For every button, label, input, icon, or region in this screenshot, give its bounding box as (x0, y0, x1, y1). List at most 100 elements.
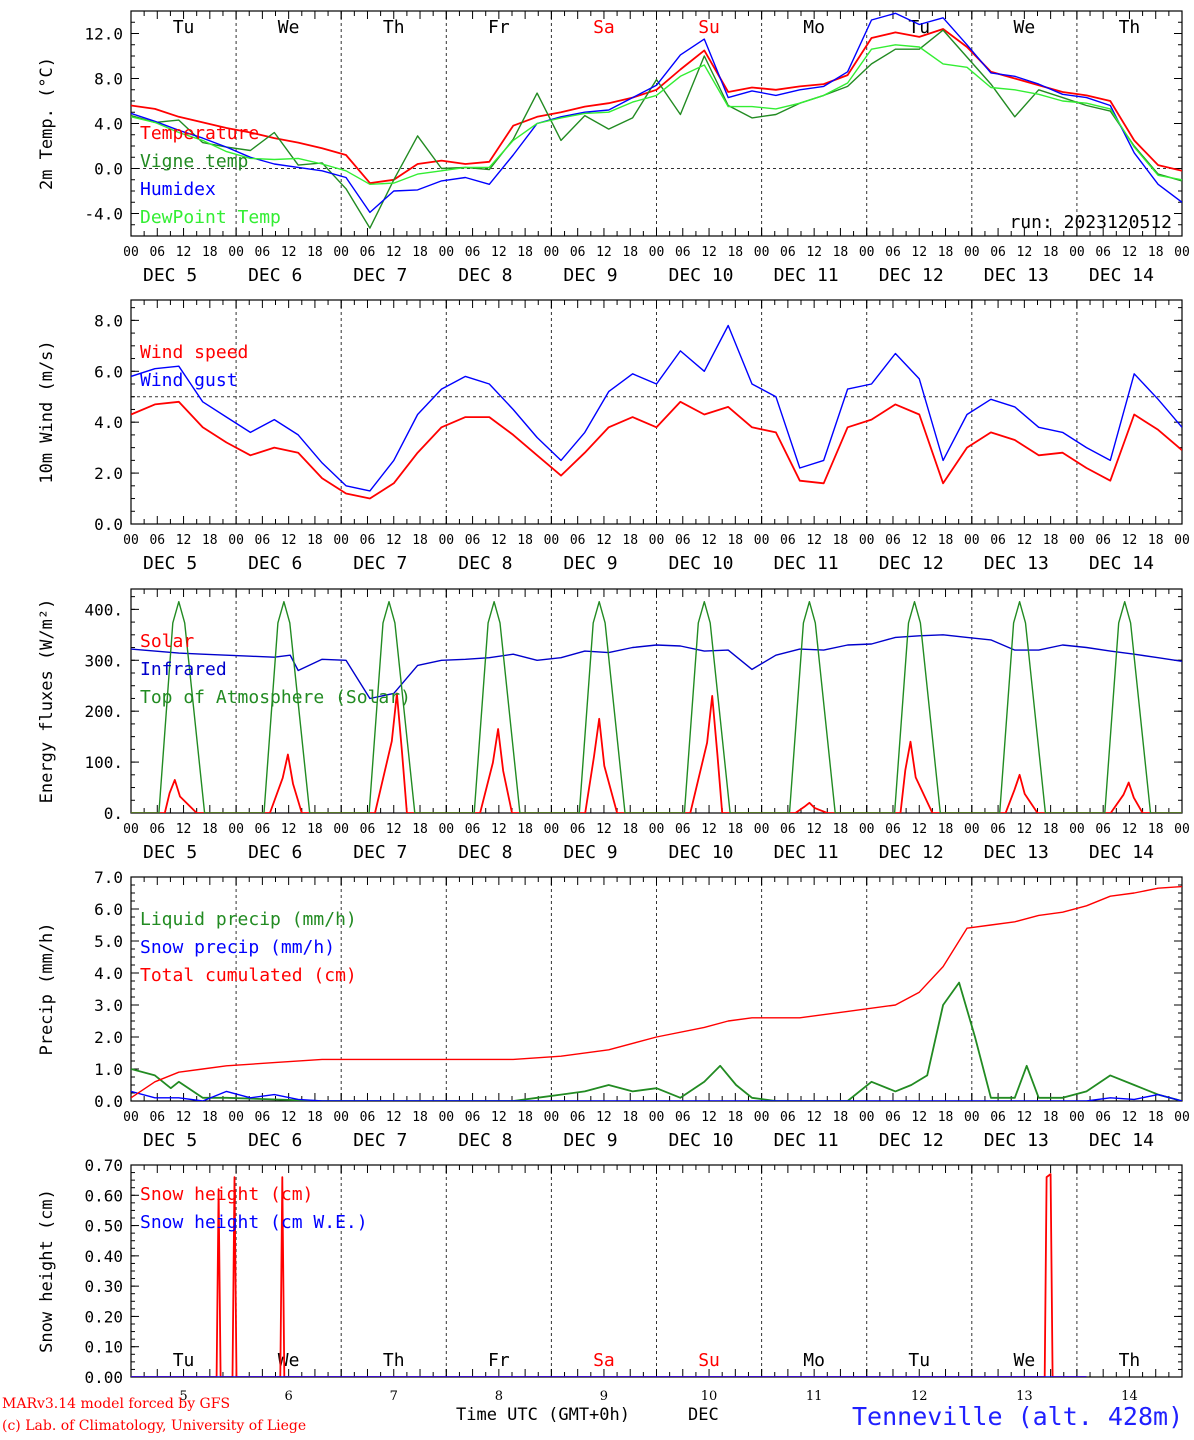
x-date-label: 13 (1016, 1389, 1033, 1404)
legend-entry: Snow precip (mm/h) (140, 937, 335, 958)
footer-lab-line: (c) Lab. of Climatology, University of L… (2, 1418, 307, 1434)
x-hour-label: 06 (675, 245, 691, 260)
panel-wind: 0.0 2.0 4.0 6.0 8.0 10m Wind (m/s) 00 06 12 18 DEC… (37, 299, 1190, 574)
x-hour-label: 06 (360, 533, 376, 548)
x-date-label: DEC 7 (353, 842, 407, 863)
x-axis-label: Time UTC (GMT+0h) (456, 1405, 630, 1425)
x-hour-label: 06 (149, 245, 165, 260)
series-line-snow-precip-mm-h- (131, 1090, 1182, 1101)
x-hour-label: 12 (911, 1110, 927, 1125)
x-hour-label: 18 (202, 245, 218, 260)
y-tick-label: 7.0 (94, 868, 123, 887)
x-hour-label: 12 (176, 533, 192, 548)
series-line-dewpoint-temp (131, 44, 1182, 185)
weekday-label: We (278, 17, 300, 38)
x-hour-label: 18 (202, 822, 218, 837)
x-hour-label: 00 (1069, 245, 1085, 260)
x-hour-label: 18 (307, 822, 323, 837)
x-hour-label: 12 (1017, 533, 1033, 548)
x-hour-label: 18 (938, 245, 954, 260)
x-hour-label: 18 (727, 245, 743, 260)
x-hour-label: 18 (938, 533, 954, 548)
x-hour-label: 18 (833, 533, 849, 548)
series-line-temperature (131, 28, 1182, 184)
x-hour-label: 06 (149, 1110, 165, 1125)
x-hour-label-final: 00 (1174, 1110, 1190, 1125)
weekday-label: Th (383, 1350, 405, 1371)
x-hour-label: 00 (123, 533, 139, 548)
weekday-label: Th (383, 17, 405, 38)
x-hour-label: 06 (570, 245, 586, 260)
x-hour-label: 06 (465, 1110, 481, 1125)
series-line-liquid-precip-mm-h- (131, 981, 1182, 1101)
x-date-label: 8 (495, 1389, 503, 1404)
x-hour-label: 06 (780, 245, 796, 260)
y-tick-label: 4.0 (94, 413, 123, 432)
x-hour-label: 18 (938, 1110, 954, 1125)
legend-entry: Top of Atmosphere (Solar) (140, 687, 411, 708)
x-hour-label: 00 (438, 245, 454, 260)
x-date-label: DEC 8 (458, 553, 512, 574)
x-hour-label: 00 (123, 822, 139, 837)
x-hour-label: 18 (1148, 822, 1164, 837)
y-tick-label: 0.20 (84, 1307, 123, 1326)
x-hour-label: 18 (1043, 1110, 1059, 1125)
legend-entry: Vigne temp (140, 151, 248, 172)
x-hour-label: 00 (649, 533, 665, 548)
x-hour-label: 12 (491, 822, 507, 837)
weekday-label: Tu (908, 1350, 930, 1371)
x-date-label: DEC 10 (669, 553, 734, 574)
x-hour-label: 00 (649, 245, 665, 260)
legend-entry: Total cumulated (cm) (140, 965, 357, 986)
x-hour-label: 18 (307, 533, 323, 548)
x-hour-label: 00 (123, 1110, 139, 1125)
y-tick-label: 6.0 (94, 900, 123, 919)
series-line-total-cumulated-cm- (131, 885, 1182, 1099)
x-hour-label: 00 (754, 533, 770, 548)
x-date-label: 6 (285, 1389, 293, 1404)
x-hour-label: 00 (754, 245, 770, 260)
legend-entry: Wind gust (140, 370, 238, 391)
x-hour-label: 12 (1122, 245, 1138, 260)
series-group (131, 885, 1182, 1101)
x-date-label: 14 (1121, 1389, 1138, 1404)
x-hour-label: 18 (622, 245, 638, 260)
x-hour-label: 00 (1069, 822, 1085, 837)
x-hour-label: 06 (255, 533, 271, 548)
x-hour-label: 00 (333, 245, 349, 260)
x-date-label: DEC 7 (353, 1130, 407, 1151)
x-hour-label: 00 (964, 1110, 980, 1125)
x-date-label: DEC 8 (458, 265, 512, 286)
x-hour-label: 12 (281, 1110, 297, 1125)
y-tick-label: 0.40 (84, 1247, 123, 1266)
y-tick-label: 200. (84, 702, 123, 721)
x-hour-label: 12 (281, 533, 297, 548)
x-date-label: DEC 13 (984, 1130, 1049, 1151)
x-hour-label: 00 (333, 533, 349, 548)
x-date-label: DEC 14 (1089, 553, 1154, 574)
y-tick-label: 12.0 (84, 25, 123, 44)
x-hour-label: 06 (1095, 245, 1111, 260)
x-hour-label: 18 (517, 533, 533, 548)
y-tick-label: 3.0 (94, 996, 123, 1015)
x-hour-label-final: 00 (1174, 245, 1190, 260)
series-line-humidex (131, 12, 1182, 214)
x-hour-label: 18 (412, 1110, 428, 1125)
y-tick-label: 100. (84, 753, 123, 772)
x-hour-label: 12 (911, 245, 927, 260)
y-tick-label: 6.0 (94, 362, 123, 381)
x-date-label: DEC 13 (984, 265, 1049, 286)
legend-entry: Solar (140, 631, 194, 652)
x-hour-label: 06 (1095, 822, 1111, 837)
legend-entry: Infrared (140, 659, 227, 680)
x-hour-label: 06 (149, 822, 165, 837)
x-date-label: DEC 12 (879, 265, 944, 286)
x-hour-label: 12 (806, 245, 822, 260)
x-hour-label: 12 (596, 822, 612, 837)
x-hour-label-final: 00 (1174, 533, 1190, 548)
x-hour-label: 06 (675, 533, 691, 548)
x-hour-label: 18 (727, 533, 743, 548)
x-date-label: DEC 12 (879, 553, 944, 574)
panel-precip: 0.0 1.0 2.0 3.0 4.0 5.0 6.0 7.0 Precip (mm/h) 00 0… (37, 868, 1190, 1151)
y-axis-label: 2m Temp. (°C) (37, 57, 57, 190)
